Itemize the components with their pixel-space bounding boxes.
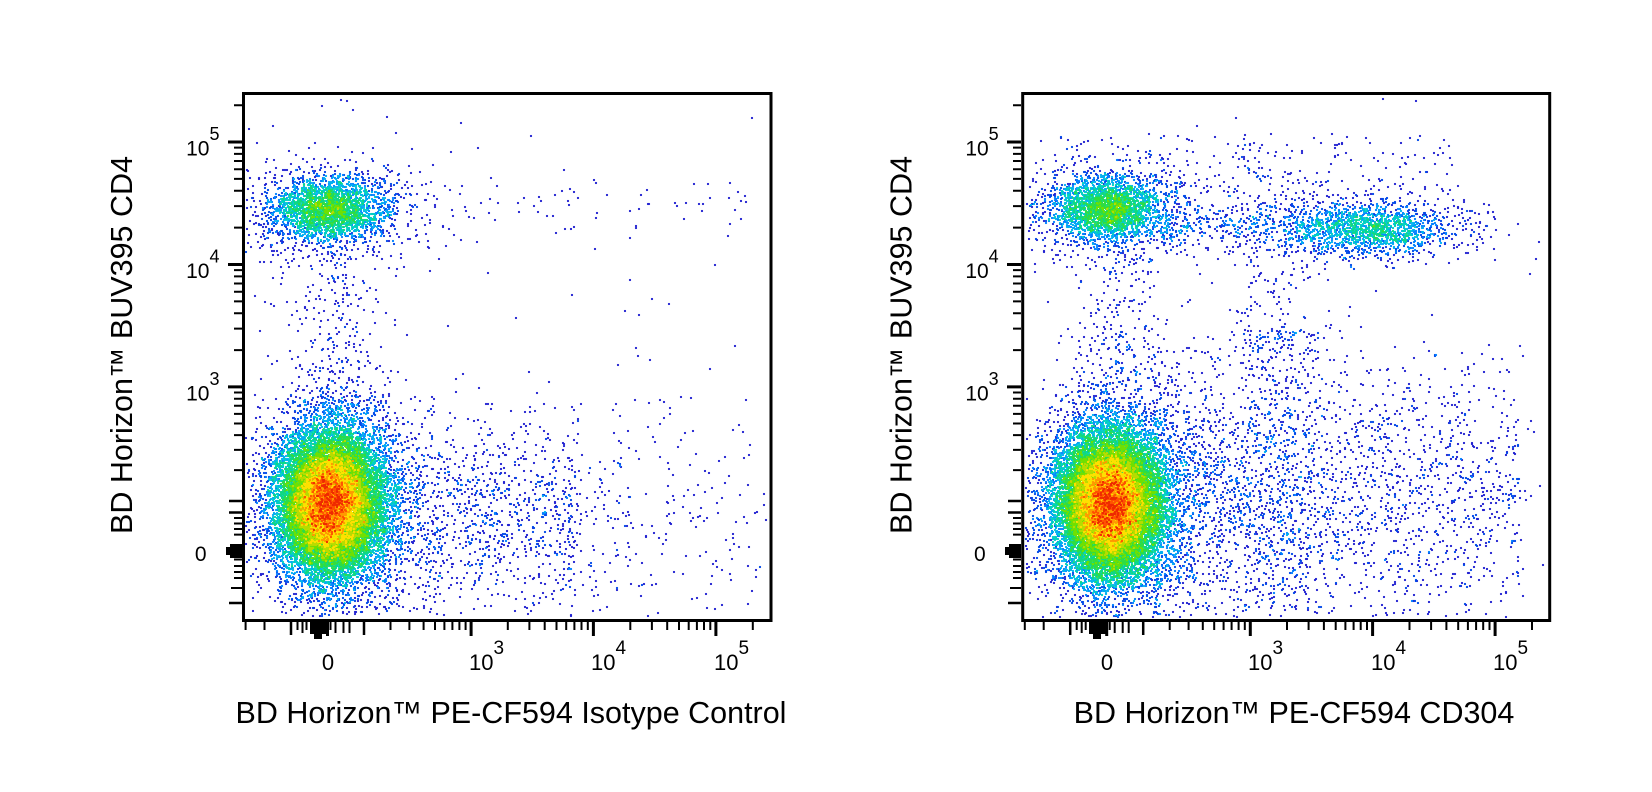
svg-text:0: 0 — [974, 543, 986, 566]
svg-text:0: 0 — [322, 650, 334, 675]
svg-text:0: 0 — [195, 543, 207, 566]
svg-text:BD Horizon™ PE-CF594 Isotype C: BD Horizon™ PE-CF594 Isotype Control — [236, 696, 787, 730]
svg-text:0: 0 — [1101, 650, 1113, 675]
svg-text:BD Horizon™ BUV395 CD4: BD Horizon™ BUV395 CD4 — [884, 156, 918, 534]
svg-text:BD Horizon™ BUV395 CD4: BD Horizon™ BUV395 CD4 — [105, 156, 139, 534]
svg-text:BD Horizon™ PE-CF594 CD304: BD Horizon™ PE-CF594 CD304 — [1074, 696, 1515, 730]
